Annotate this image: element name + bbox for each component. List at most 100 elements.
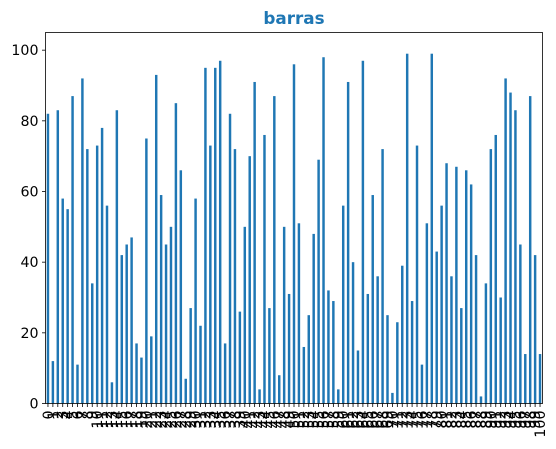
bar-19 <box>140 357 143 404</box>
bar-27 <box>179 170 183 404</box>
bar-52 <box>302 346 306 404</box>
bar-61 <box>346 81 350 404</box>
x-tick-label: 85 <box>459 411 475 429</box>
y-tick-label: 20 <box>20 326 38 342</box>
x-tick-label: 87 <box>469 411 485 429</box>
x-tick-label: 59 <box>331 411 347 429</box>
bar-38 <box>233 149 237 404</box>
x-tick-label: 91 <box>489 411 505 429</box>
x-tick-label: 63 <box>351 411 367 429</box>
x-tick-label: 35 <box>213 411 229 429</box>
x-tick-label: 47 <box>272 411 288 429</box>
bar-70 <box>391 392 394 404</box>
bar-13 <box>110 382 114 404</box>
x-tick-label: 26 <box>169 411 185 429</box>
x-tick-label: 83 <box>449 411 465 429</box>
bar-30 <box>194 198 197 404</box>
bar-97 <box>524 354 527 404</box>
x-tick-label: 9 <box>85 411 101 420</box>
bar-49 <box>287 293 291 404</box>
x-tick-label: 1 <box>46 411 62 420</box>
x-tick-label: 28 <box>179 411 195 429</box>
x-tick-label: 39 <box>233 411 249 429</box>
x-tick-label: 15 <box>115 411 131 429</box>
bar-73 <box>405 53 409 404</box>
bar-36 <box>223 343 227 404</box>
x-tick-label: 80 <box>435 411 451 429</box>
x-tick-label: 98 <box>523 411 539 429</box>
bar-26 <box>174 103 178 404</box>
x-tick-label: 66 <box>366 411 382 429</box>
x-tick-label: 76 <box>415 411 431 429</box>
bar-75 <box>415 145 419 404</box>
bar-42 <box>253 81 256 404</box>
x-tick-label: 95 <box>508 411 524 429</box>
bar-34 <box>214 67 217 404</box>
x-tick-label: 60 <box>336 411 352 429</box>
bar-14 <box>115 110 119 404</box>
bar-78 <box>430 53 434 404</box>
bar-84 <box>460 308 463 404</box>
y-tick-label: 100 <box>11 43 38 59</box>
bar-60 <box>341 205 345 404</box>
x-tick-label: 37 <box>223 411 239 429</box>
x-tick-label: 43 <box>253 411 269 429</box>
x-tick-label: 93 <box>499 411 515 429</box>
bar-65 <box>366 293 370 404</box>
x-tick-label: 52 <box>297 411 313 429</box>
bar-68 <box>381 149 384 404</box>
bar-17 <box>130 237 133 404</box>
y-tick-label: 0 <box>29 397 38 413</box>
bar-16 <box>125 244 128 404</box>
bar-100 <box>538 354 542 404</box>
bar-22 <box>154 74 158 404</box>
bar-66 <box>371 195 374 404</box>
x-axis-ticks: 0123456789101112131415161718192021222324… <box>41 403 549 438</box>
bar-28 <box>184 378 187 404</box>
x-tick-label: 70 <box>385 411 401 429</box>
bar-54 <box>312 233 315 404</box>
bar-55 <box>317 159 320 404</box>
x-tick-label: 41 <box>243 411 259 429</box>
bar-88 <box>479 396 483 404</box>
x-tick-label: 69 <box>380 411 396 429</box>
bar-87 <box>474 255 478 404</box>
x-tick-label: 73 <box>400 411 416 429</box>
bar-72 <box>401 265 404 404</box>
x-tick-label: 48 <box>277 411 293 429</box>
x-tick-label: 72 <box>395 411 411 429</box>
x-tick-label: 51 <box>292 411 308 429</box>
y-tick-label: 60 <box>20 185 38 201</box>
x-tick-label: 7 <box>75 411 91 420</box>
bar-99 <box>533 255 537 404</box>
x-tick-label: 32 <box>198 411 214 429</box>
bar-89 <box>484 283 488 404</box>
bar-44 <box>263 134 266 404</box>
bar-25 <box>169 226 173 404</box>
x-tick-label: 34 <box>208 411 224 429</box>
bar-43 <box>258 389 261 404</box>
x-tick-label: 90 <box>484 411 500 429</box>
x-tick-label: 81 <box>440 411 456 429</box>
x-tick-label: 64 <box>356 411 372 429</box>
bar-76 <box>420 364 424 404</box>
x-tick-label: 68 <box>376 411 392 429</box>
x-tick-label: 62 <box>346 411 362 429</box>
bar-79 <box>435 251 438 404</box>
x-tick-label: 71 <box>390 411 406 429</box>
bar-51 <box>297 223 301 404</box>
bar-86 <box>469 184 473 404</box>
x-tick-label: 3 <box>56 411 72 420</box>
x-tick-label: 10 <box>90 411 106 429</box>
bar-31 <box>199 325 202 404</box>
x-tick-label: 20 <box>139 411 155 429</box>
x-tick-label: 94 <box>504 411 520 429</box>
bar-15 <box>120 255 124 404</box>
x-tick-label: 96 <box>513 411 529 429</box>
bar-1 <box>51 361 55 404</box>
bar-83 <box>455 166 458 404</box>
bar-77 <box>425 223 429 404</box>
x-tick-label: 21 <box>144 411 160 429</box>
x-tick-label: 97 <box>518 411 534 429</box>
